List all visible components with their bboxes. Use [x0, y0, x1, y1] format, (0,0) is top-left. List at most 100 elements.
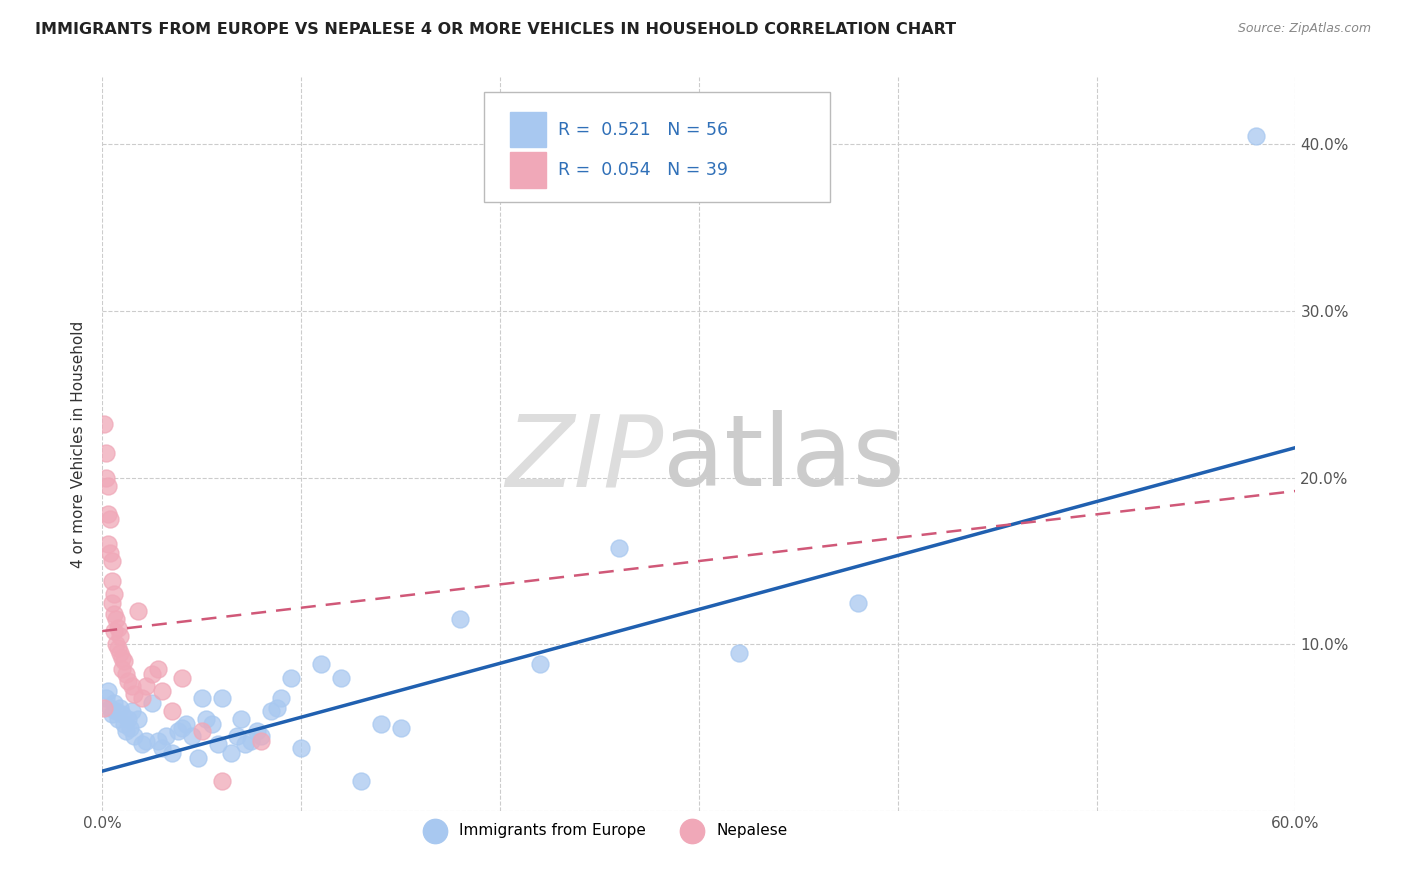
Point [103, 607, 125, 622]
Point [108, 700, 131, 714]
Point [170, 671, 193, 685]
Point [370, 717, 392, 731]
Point [98, 512, 121, 526]
Point [112, 654, 135, 668]
Point [96, 470, 118, 484]
Point [350, 774, 373, 789]
Point [221, 746, 243, 760]
Point [131, 690, 153, 705]
Point [329, 671, 352, 685]
Point [246, 724, 269, 739]
Point [280, 671, 302, 685]
Point [529, 657, 551, 672]
Point [122, 688, 145, 702]
Point [108, 629, 131, 643]
Point [103, 624, 125, 638]
Point [131, 738, 153, 752]
Point [190, 724, 212, 739]
Text: R =  0.521   N = 56: R = 0.521 N = 56 [558, 120, 728, 138]
Point [127, 713, 149, 727]
Point [115, 667, 138, 681]
Point [266, 700, 288, 714]
Point [117, 674, 139, 689]
Point [290, 740, 312, 755]
Point [231, 713, 253, 727]
Point [103, 587, 125, 601]
Point [200, 717, 222, 731]
Point [112, 717, 135, 731]
Point [105, 704, 128, 718]
Text: Source: ZipAtlas.com: Source: ZipAtlas.com [1237, 22, 1371, 36]
Point [226, 729, 249, 743]
Point [309, 657, 332, 672]
Point [98, 700, 121, 714]
FancyBboxPatch shape [510, 153, 546, 187]
Point [260, 704, 283, 718]
Point [160, 704, 183, 718]
Point [101, 554, 124, 568]
Point [141, 667, 163, 681]
Text: R =  0.054   N = 39: R = 0.054 N = 39 [558, 161, 728, 179]
Point [111, 650, 134, 665]
FancyBboxPatch shape [510, 112, 546, 147]
Point [250, 734, 273, 748]
Point [187, 751, 209, 765]
Point [105, 637, 128, 651]
Point [211, 690, 233, 705]
Text: atlas: atlas [664, 410, 904, 508]
Point [122, 729, 145, 743]
Point [240, 734, 263, 748]
Point [170, 721, 193, 735]
Point [235, 738, 257, 752]
Y-axis label: 4 or more Vehicles in Household: 4 or more Vehicles in Household [72, 321, 86, 568]
Point [194, 713, 217, 727]
Point [97, 479, 120, 493]
Point [449, 612, 471, 626]
Point [146, 662, 169, 676]
Point [115, 724, 138, 739]
Point [146, 734, 169, 748]
Point [111, 707, 134, 722]
Point [97, 684, 120, 698]
Point [135, 734, 157, 748]
Point [105, 612, 128, 626]
Point [846, 596, 869, 610]
Point [389, 721, 412, 735]
Point [121, 704, 143, 718]
Point [141, 696, 163, 710]
Point [211, 774, 233, 789]
Point [166, 724, 188, 739]
Point [121, 679, 143, 693]
Point [101, 707, 124, 722]
Text: ZIP: ZIP [505, 410, 664, 508]
Point [270, 690, 292, 705]
Point [150, 740, 173, 755]
Point [101, 574, 124, 588]
Point [1244, 128, 1267, 143]
FancyBboxPatch shape [484, 92, 830, 202]
Point [135, 679, 157, 693]
Point [107, 713, 129, 727]
Point [155, 729, 177, 743]
Point [607, 541, 630, 555]
Point [107, 621, 129, 635]
Point [727, 646, 749, 660]
Point [101, 596, 124, 610]
Point [96, 690, 118, 705]
Point [93, 700, 115, 714]
Point [180, 729, 202, 743]
Point [207, 738, 229, 752]
Text: IMMIGRANTS FROM EUROPE VS NEPALESE 4 OR MORE VEHICLES IN HOUSEHOLD CORRELATION C: IMMIGRANTS FROM EUROPE VS NEPALESE 4 OR … [35, 22, 956, 37]
Point [93, 417, 115, 432]
Point [96, 445, 118, 459]
Point [174, 717, 197, 731]
Point [127, 604, 149, 618]
Point [97, 537, 120, 551]
Point [103, 696, 125, 710]
Point [97, 508, 120, 522]
Point [107, 640, 129, 655]
Point [111, 662, 134, 676]
Legend: Immigrants from Europe, Nepalese: Immigrants from Europe, Nepalese [413, 817, 793, 844]
Point [98, 546, 121, 560]
Point [117, 713, 139, 727]
